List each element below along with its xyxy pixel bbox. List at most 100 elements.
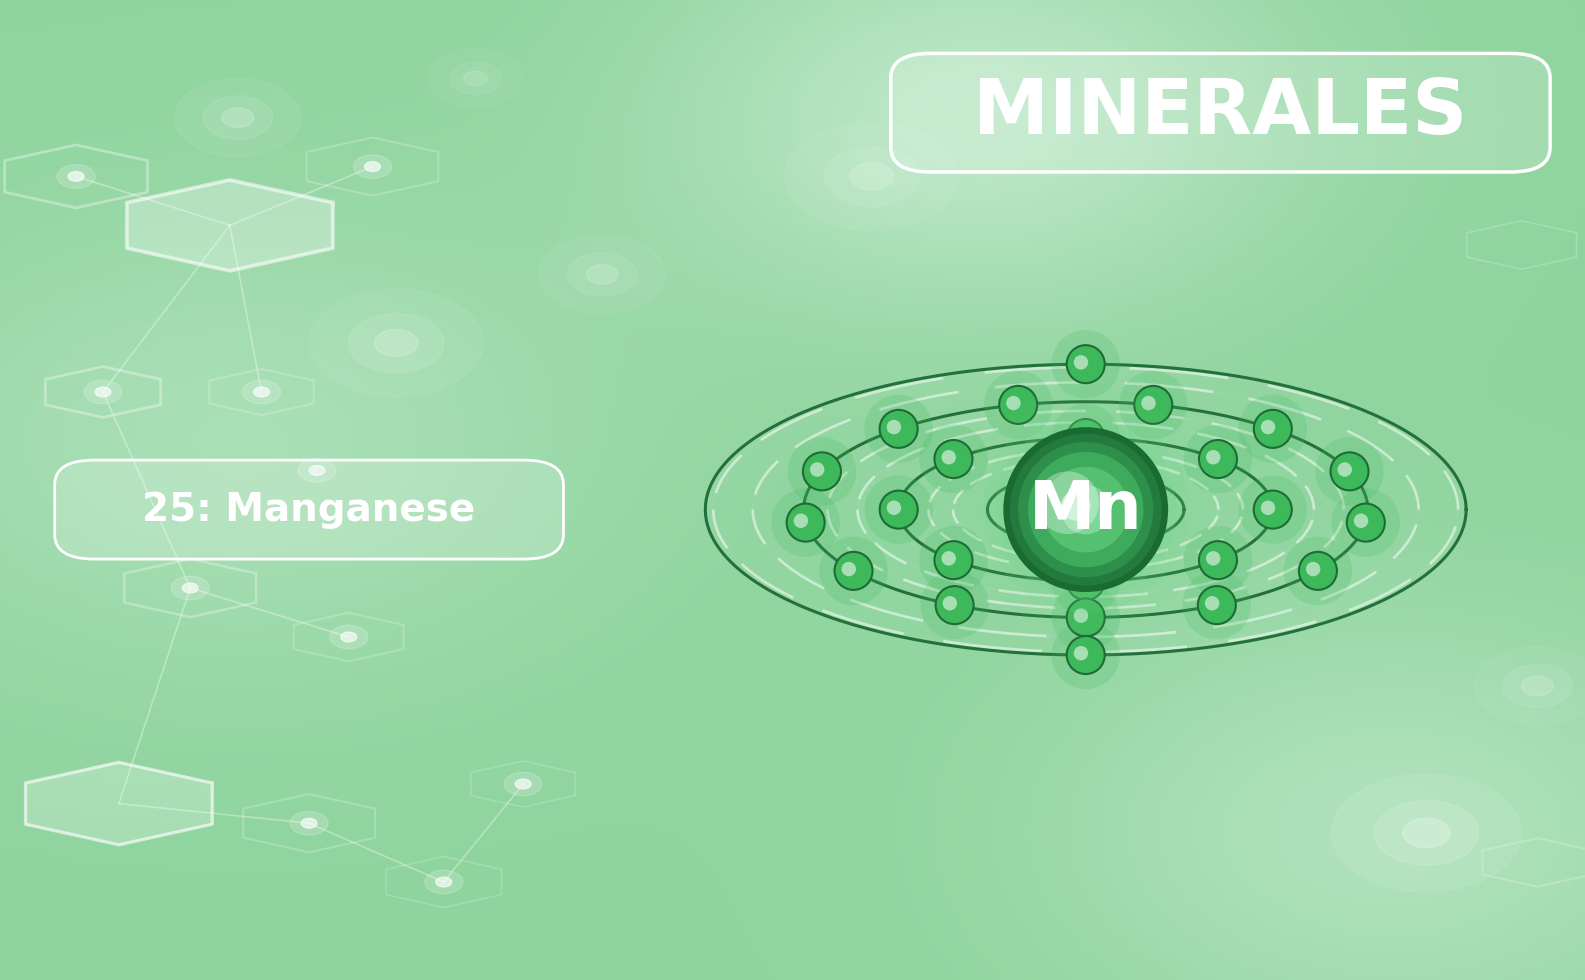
Ellipse shape <box>919 424 987 493</box>
Ellipse shape <box>1238 475 1308 544</box>
Ellipse shape <box>935 440 973 478</box>
Ellipse shape <box>1198 541 1236 579</box>
Circle shape <box>309 466 325 475</box>
Circle shape <box>1474 647 1585 725</box>
Circle shape <box>1503 664 1572 708</box>
Polygon shape <box>25 762 212 845</box>
Circle shape <box>425 870 463 894</box>
Circle shape <box>57 165 95 188</box>
Ellipse shape <box>1260 501 1276 515</box>
Ellipse shape <box>1067 419 1105 457</box>
Ellipse shape <box>1060 491 1090 520</box>
Ellipse shape <box>1073 609 1089 623</box>
Circle shape <box>254 387 269 397</box>
Ellipse shape <box>1254 491 1292 528</box>
Ellipse shape <box>1206 551 1220 565</box>
Ellipse shape <box>921 571 989 639</box>
Ellipse shape <box>1198 440 1236 478</box>
Ellipse shape <box>1284 537 1352 605</box>
Ellipse shape <box>1003 427 1168 592</box>
Ellipse shape <box>1331 488 1400 557</box>
Ellipse shape <box>1354 514 1368 528</box>
Ellipse shape <box>1298 552 1336 590</box>
Circle shape <box>84 380 122 404</box>
Ellipse shape <box>1316 437 1384 506</box>
Ellipse shape <box>772 488 840 557</box>
Ellipse shape <box>1135 386 1173 424</box>
Circle shape <box>464 71 488 86</box>
Ellipse shape <box>1306 562 1320 576</box>
Ellipse shape <box>1182 571 1251 639</box>
Ellipse shape <box>1184 526 1252 595</box>
Ellipse shape <box>1073 355 1089 369</box>
Circle shape <box>365 162 380 172</box>
Circle shape <box>243 380 281 404</box>
Ellipse shape <box>1205 596 1219 611</box>
Circle shape <box>850 163 894 190</box>
Ellipse shape <box>1198 586 1236 624</box>
Ellipse shape <box>919 526 987 595</box>
Circle shape <box>330 625 368 649</box>
Ellipse shape <box>1067 563 1105 600</box>
Ellipse shape <box>1051 438 1121 507</box>
Ellipse shape <box>1338 463 1352 476</box>
Ellipse shape <box>819 537 888 605</box>
Circle shape <box>222 108 254 127</box>
Ellipse shape <box>943 596 957 611</box>
Ellipse shape <box>1051 513 1121 581</box>
FancyBboxPatch shape <box>55 461 564 559</box>
Ellipse shape <box>1067 636 1105 674</box>
Circle shape <box>515 779 531 789</box>
Ellipse shape <box>864 475 934 544</box>
Ellipse shape <box>835 552 873 590</box>
Ellipse shape <box>1051 547 1121 615</box>
Ellipse shape <box>1206 450 1220 465</box>
Ellipse shape <box>1067 599 1105 636</box>
Ellipse shape <box>984 370 1052 439</box>
Ellipse shape <box>1347 504 1385 542</box>
Ellipse shape <box>1018 442 1154 577</box>
Circle shape <box>353 155 391 178</box>
Ellipse shape <box>886 419 902 434</box>
Circle shape <box>349 314 444 372</box>
Circle shape <box>1403 818 1450 848</box>
Circle shape <box>301 818 317 828</box>
Ellipse shape <box>999 386 1037 424</box>
Ellipse shape <box>1067 453 1105 491</box>
Ellipse shape <box>810 463 824 476</box>
Ellipse shape <box>1238 395 1308 464</box>
Text: Mn: Mn <box>1029 476 1143 543</box>
Ellipse shape <box>794 514 808 528</box>
Circle shape <box>436 877 452 887</box>
Ellipse shape <box>1254 410 1292 448</box>
Circle shape <box>785 122 959 230</box>
Ellipse shape <box>941 551 956 565</box>
Ellipse shape <box>1051 620 1121 689</box>
Circle shape <box>1522 676 1553 696</box>
Circle shape <box>298 459 336 482</box>
Ellipse shape <box>1010 434 1162 585</box>
Circle shape <box>504 772 542 796</box>
Ellipse shape <box>1043 466 1129 553</box>
Ellipse shape <box>864 395 934 464</box>
FancyBboxPatch shape <box>891 53 1550 172</box>
Circle shape <box>1374 801 1479 865</box>
Ellipse shape <box>941 450 956 465</box>
Ellipse shape <box>1119 370 1187 439</box>
Text: MINERALES: MINERALES <box>973 75 1468 150</box>
Circle shape <box>309 289 483 397</box>
Ellipse shape <box>935 541 973 579</box>
Circle shape <box>95 387 111 397</box>
Ellipse shape <box>962 386 1209 633</box>
Ellipse shape <box>886 501 902 515</box>
Circle shape <box>174 78 301 157</box>
Ellipse shape <box>1067 345 1105 383</box>
Ellipse shape <box>1260 419 1276 434</box>
Text: 25: Manganese: 25: Manganese <box>143 491 476 528</box>
Ellipse shape <box>983 407 1189 612</box>
Ellipse shape <box>880 491 918 528</box>
Ellipse shape <box>1051 583 1121 652</box>
Ellipse shape <box>1051 330 1121 399</box>
Ellipse shape <box>1051 404 1121 472</box>
Ellipse shape <box>804 453 842 490</box>
